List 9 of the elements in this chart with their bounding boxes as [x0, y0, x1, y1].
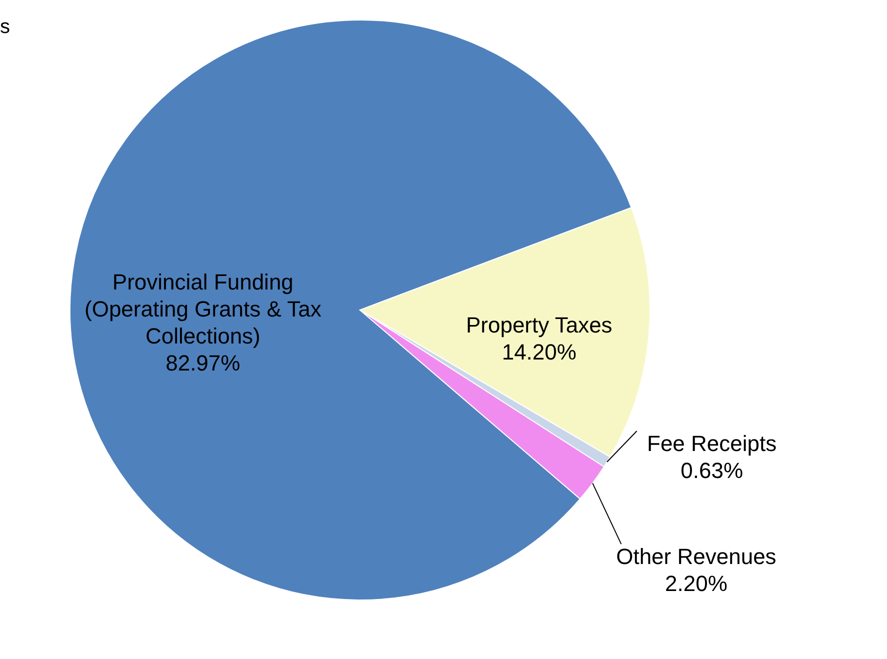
slice-label: Property Taxes: [466, 312, 612, 338]
slice-label: Provincial Funding (Operating Grants & Tax Collections): [84, 269, 322, 348]
text: s: [0, 16, 10, 38]
data-label: 82.97%: [166, 350, 240, 376]
data-label: 0.63%: [680, 458, 744, 484]
data-label: 2.20%: [665, 571, 728, 596]
slice-label: Other Revenues: [616, 544, 776, 570]
slice-label: Fee Receipts: [647, 431, 777, 456]
data-label: 14.20%: [502, 339, 576, 364]
